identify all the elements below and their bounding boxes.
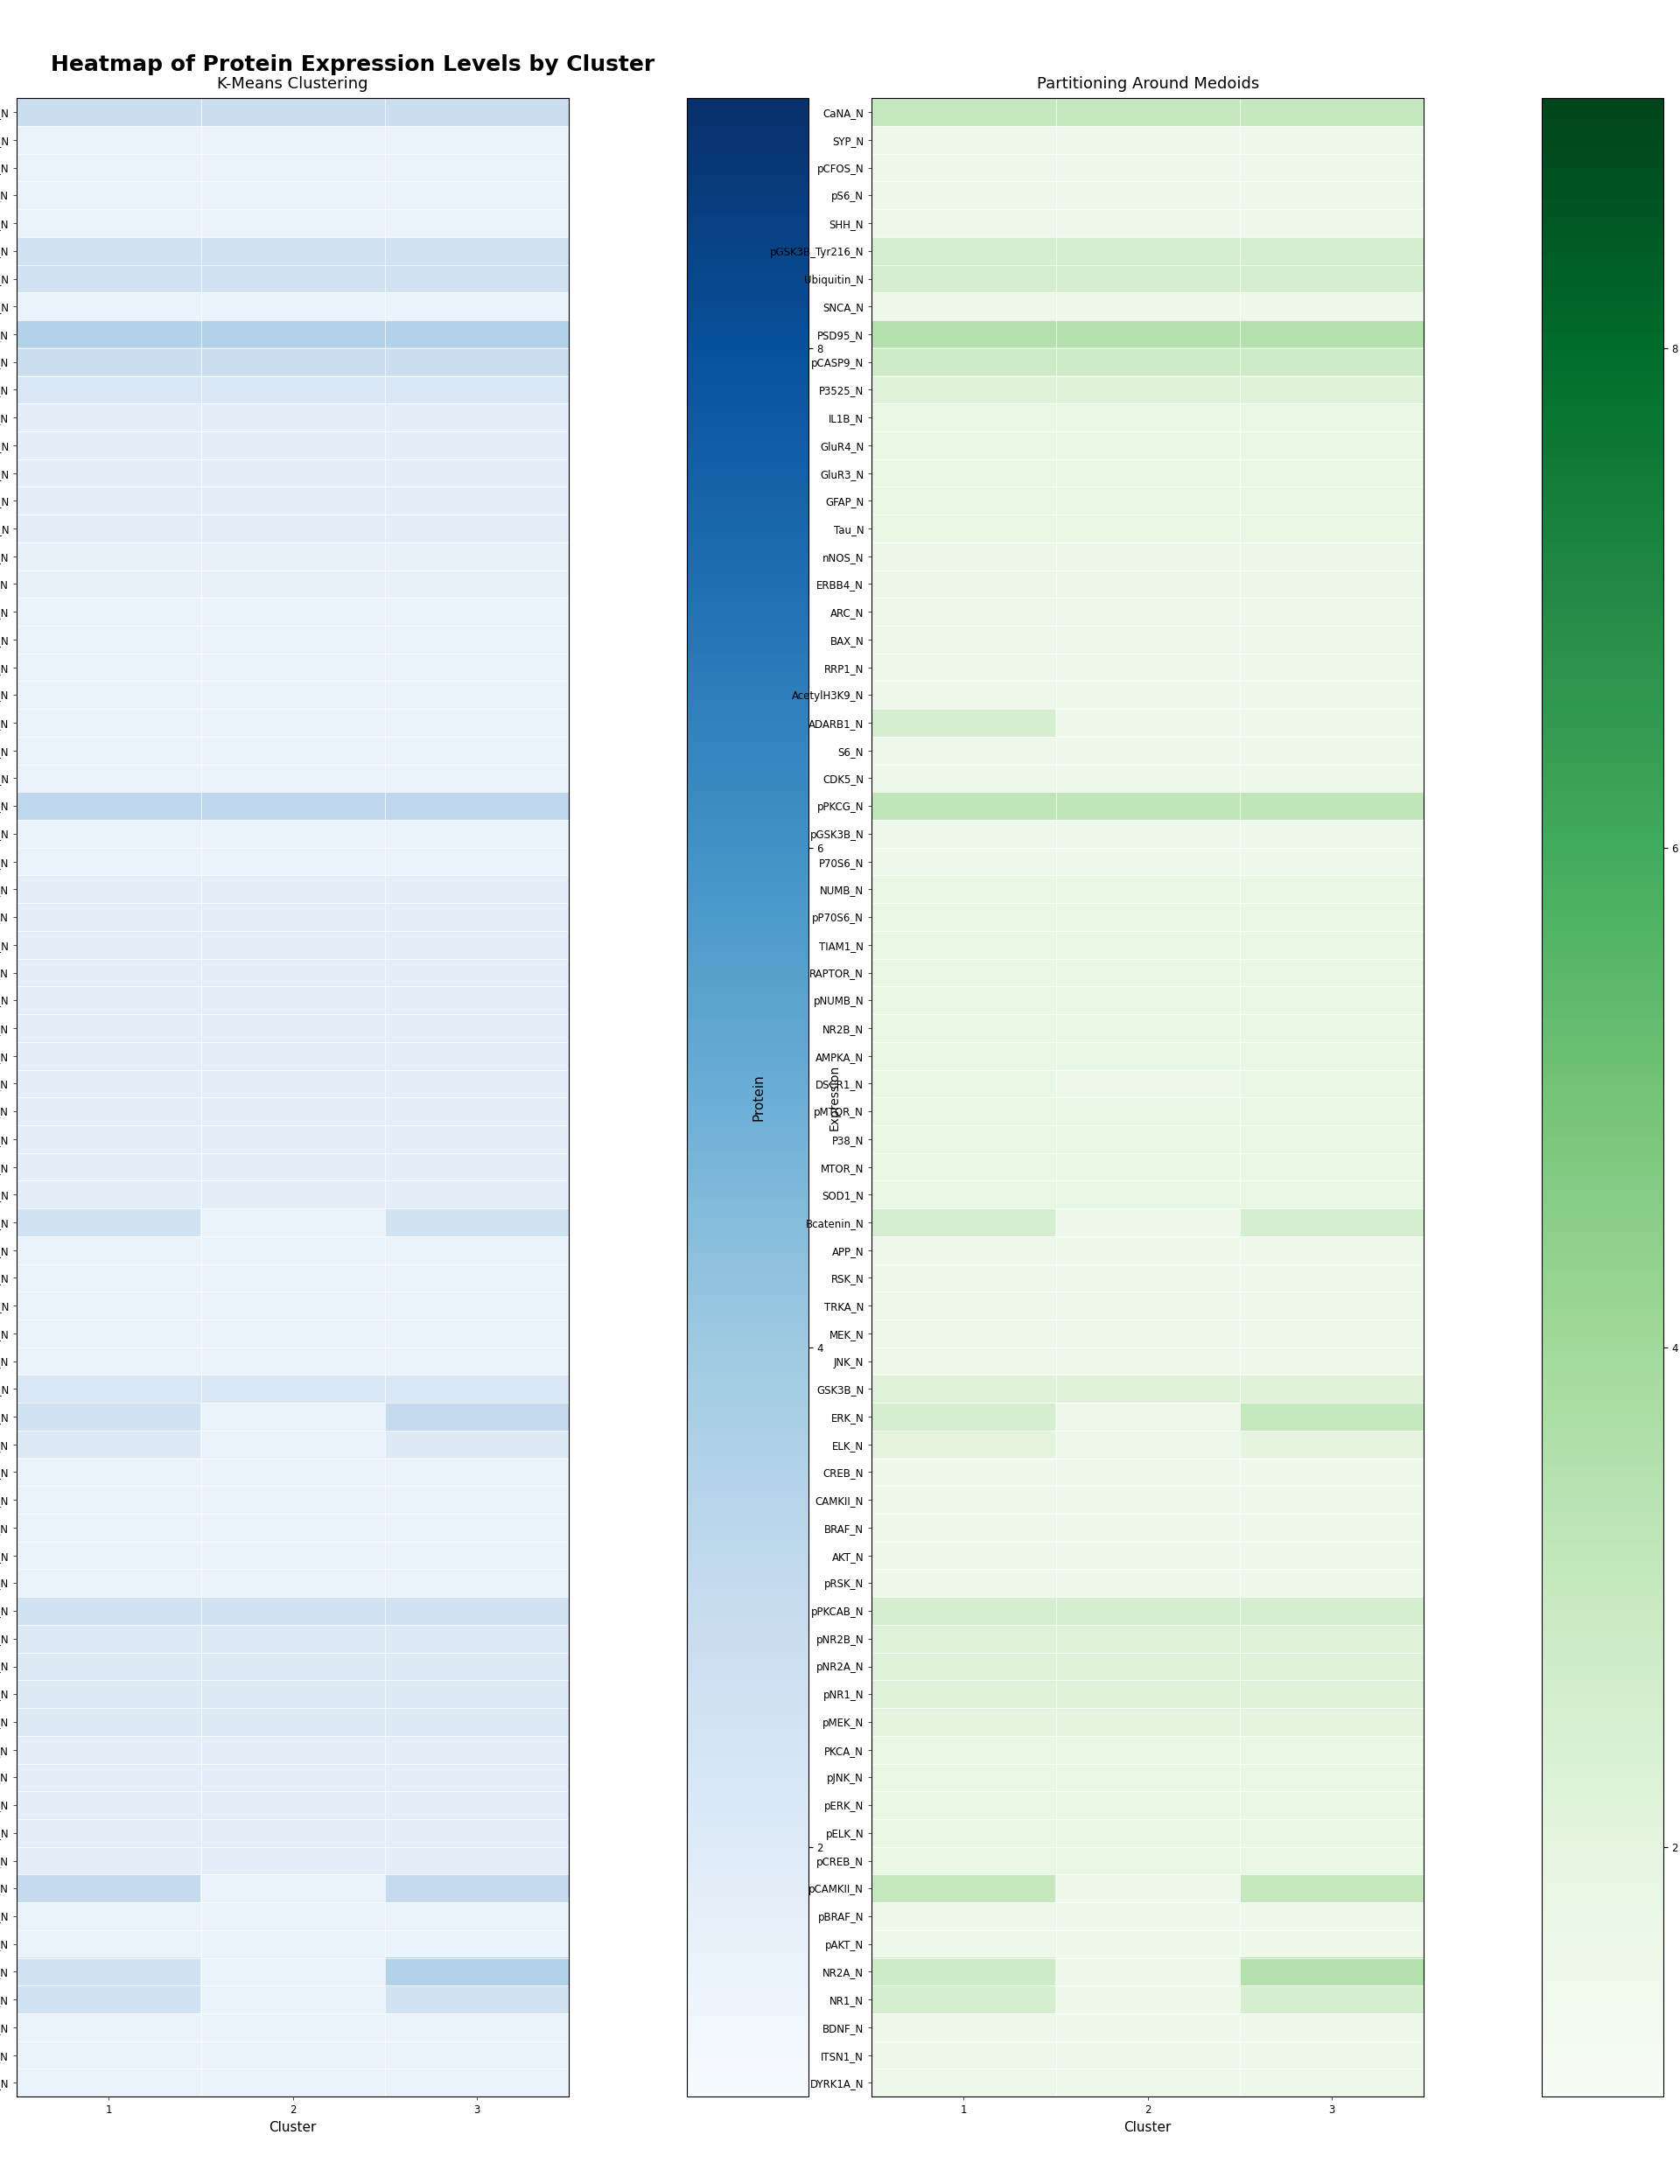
Title: K-Means Clustering: K-Means Clustering bbox=[217, 76, 368, 92]
Y-axis label: Expression: Expression bbox=[828, 1064, 840, 1131]
X-axis label: Cluster: Cluster bbox=[269, 2121, 316, 2134]
Title: Partitioning Around Medoids: Partitioning Around Medoids bbox=[1037, 76, 1258, 92]
Text: Heatmap of Protein Expression Levels by Cluster: Heatmap of Protein Expression Levels by … bbox=[50, 55, 655, 76]
X-axis label: Cluster: Cluster bbox=[1124, 2121, 1171, 2134]
Y-axis label: Protein: Protein bbox=[751, 1075, 764, 1120]
